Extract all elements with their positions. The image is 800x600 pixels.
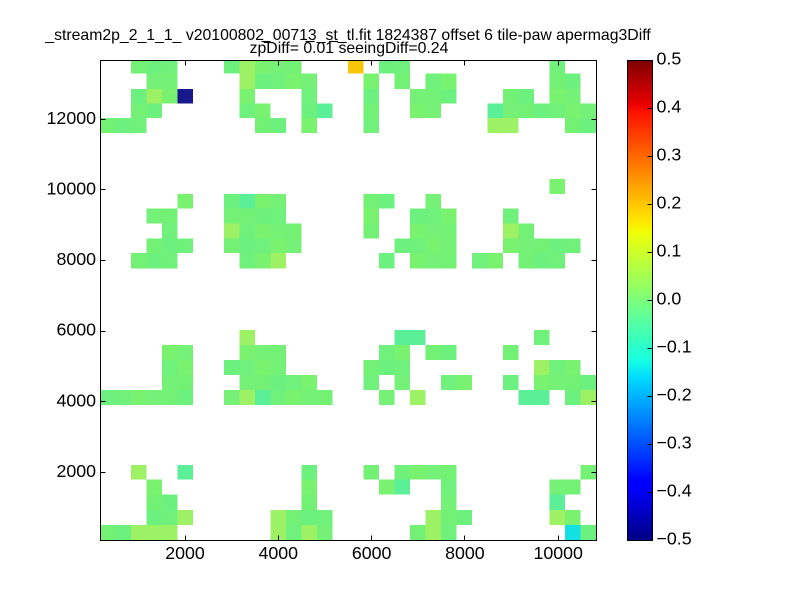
svg-text:0.3: 0.3 [657,145,682,165]
svg-text:0.5: 0.5 [657,49,682,69]
svg-text:4000: 4000 [259,543,299,563]
svg-text:12000: 12000 [47,108,97,128]
svg-text:8000: 8000 [56,249,96,269]
svg-text:0.2: 0.2 [657,193,682,213]
svg-text:8000: 8000 [445,543,485,563]
svg-text:zpDiff= 0.01 seeingDiff=0.24: zpDiff= 0.01 seeingDiff=0.24 [250,40,449,57]
svg-text:6000: 6000 [352,543,392,563]
svg-text:−0.5: −0.5 [657,529,692,549]
svg-text:0.4: 0.4 [657,97,682,117]
svg-text:10000: 10000 [533,543,583,563]
svg-text:−0.4: −0.4 [657,481,692,501]
svg-text:−0.2: −0.2 [657,385,692,405]
svg-text:10000: 10000 [47,179,97,199]
svg-text:2000: 2000 [165,543,205,563]
svg-text:6000: 6000 [56,320,96,340]
svg-text:0.0: 0.0 [657,289,682,309]
svg-text:−0.3: −0.3 [657,433,692,453]
svg-text:_stream2p_2_1_1_ v20100802_007: _stream2p_2_1_1_ v20100802_00713_st_tl.f… [44,27,651,44]
svg-text:0.1: 0.1 [657,241,682,261]
svg-text:4000: 4000 [56,390,96,410]
svg-text:2000: 2000 [56,461,96,481]
svg-text:−0.1: −0.1 [657,337,692,357]
